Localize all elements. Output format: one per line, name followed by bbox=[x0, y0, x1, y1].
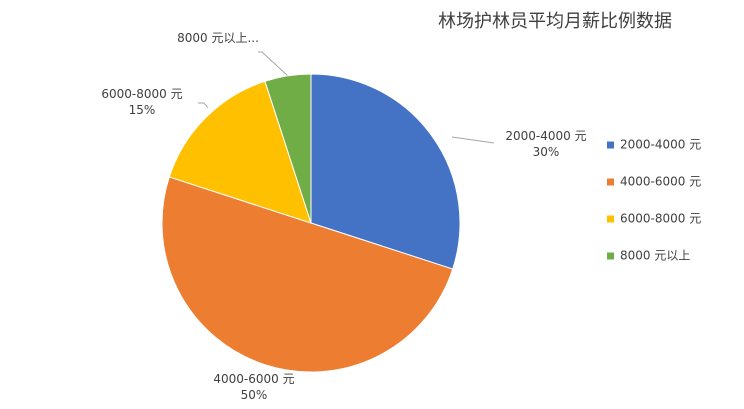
data-label-name: 4000-6000 元 bbox=[213, 372, 295, 386]
leader-lines bbox=[198, 51, 495, 144]
legend-swatch bbox=[607, 178, 614, 186]
leader-line bbox=[258, 51, 290, 78]
legend-swatch bbox=[607, 215, 614, 223]
legend-label: 6000-8000 元 bbox=[620, 212, 701, 226]
legend-label: 2000-4000 元 bbox=[620, 138, 701, 152]
pie-slice bbox=[168, 80, 312, 224]
pie-slice bbox=[161, 176, 454, 373]
legend-label: 4000-6000 元 bbox=[620, 175, 701, 189]
leader-line bbox=[198, 102, 209, 109]
data-label-value: 50% bbox=[240, 388, 268, 402]
data-label: 4000-6000 元 50% bbox=[198, 371, 310, 403]
legend-swatch bbox=[607, 252, 614, 260]
data-label: 8000 元以上... bbox=[176, 30, 260, 46]
data-label-value: 15% bbox=[128, 103, 156, 117]
data-label-name: 2000-4000 元 bbox=[505, 129, 587, 143]
pie-slice bbox=[310, 73, 461, 270]
data-label: 6000-8000 元 15% bbox=[86, 86, 198, 118]
legend-swatch bbox=[607, 141, 614, 149]
chart-title: 林场护林员平均月薪比例数据 bbox=[438, 11, 672, 32]
data-label-value: 30% bbox=[532, 145, 560, 159]
data-label-name: 8000 元以上... bbox=[177, 31, 259, 45]
leader-line bbox=[451, 136, 495, 144]
pie-slice bbox=[264, 73, 312, 224]
data-label-name: 6000-8000 元 bbox=[101, 87, 183, 101]
data-label: 2000-4000 元 30% bbox=[498, 128, 594, 160]
legend-label: 8000 元以上 bbox=[620, 249, 690, 263]
